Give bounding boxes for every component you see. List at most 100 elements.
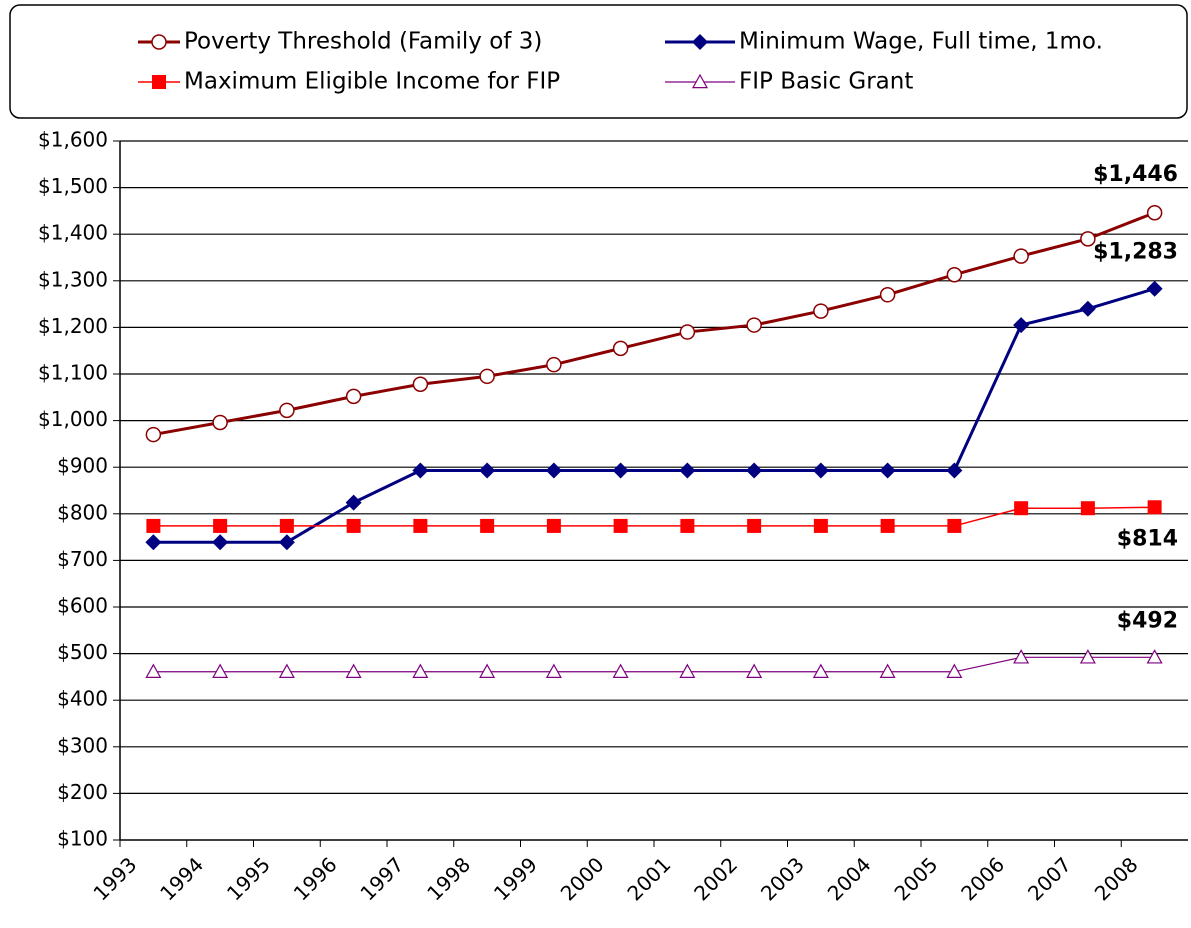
marker (545, 462, 562, 479)
marker (613, 518, 628, 533)
marker (947, 518, 962, 533)
y-tick-label: $900 (57, 454, 108, 478)
marker (146, 518, 161, 533)
x-tick-label: 2005 (889, 852, 942, 905)
marker (412, 462, 429, 479)
marker (813, 518, 828, 533)
marker (612, 340, 629, 357)
marker (152, 75, 166, 89)
marker (480, 518, 495, 533)
marker (1079, 300, 1096, 317)
x-tick-label: 1999 (489, 852, 542, 905)
y-tick-label: $500 (57, 640, 108, 664)
marker (1079, 649, 1096, 664)
marker (479, 368, 495, 385)
legend-box (9, 4, 1188, 119)
y-tick-label: $800 (57, 500, 108, 524)
y-tick-label: $700 (57, 547, 108, 571)
marker (1013, 248, 1029, 264)
y-tick-label: $1,100 (38, 361, 108, 385)
y-tick-label: $600 (57, 594, 108, 618)
marker (279, 402, 295, 419)
marker (1014, 501, 1029, 516)
marker (946, 663, 963, 678)
marker (880, 518, 895, 533)
marker (879, 663, 896, 678)
x-tick-label: 2004 (823, 852, 876, 905)
marker (413, 518, 428, 533)
marker (692, 34, 708, 50)
x-tick-label: 2000 (556, 852, 609, 905)
marker (679, 663, 696, 678)
y-tick-label: $1,400 (38, 221, 108, 245)
marker (412, 376, 429, 393)
marker (1146, 649, 1163, 664)
x-tick-label: 1995 (222, 852, 275, 905)
x-tick-label: 2007 (1023, 852, 1076, 905)
marker (546, 518, 561, 533)
marker (946, 462, 963, 479)
marker (747, 518, 762, 533)
marker (151, 34, 167, 50)
y-tick-label: $400 (57, 687, 108, 711)
x-tick-label: 2002 (689, 852, 742, 905)
data-label: $1,283 (1093, 240, 1178, 265)
legend-label: FIP Basic Grant (739, 69, 913, 95)
marker (145, 534, 162, 551)
marker (278, 534, 295, 551)
y-tick-label: $100 (57, 827, 108, 851)
marker (212, 414, 228, 431)
legend-label: Minimum Wage, Full time, 1mo. (739, 29, 1103, 55)
x-tick-label: 2003 (756, 852, 809, 905)
marker (279, 518, 294, 533)
x-tick-label: 1994 (155, 852, 208, 905)
marker (1080, 231, 1096, 247)
marker (679, 462, 696, 479)
legend-label: Maximum Eligible Income for FIP (184, 69, 560, 95)
marker (746, 462, 763, 479)
marker (412, 663, 429, 678)
marker (679, 324, 696, 340)
marker (946, 266, 963, 283)
marker (212, 534, 229, 551)
series-line (153, 211, 1156, 437)
x-tick-label: 2008 (1090, 852, 1143, 905)
marker (680, 518, 695, 533)
series-line (153, 506, 1155, 527)
y-tick-label: $200 (57, 780, 108, 804)
x-tick-label: 1997 (355, 852, 408, 905)
marker (879, 462, 896, 479)
marker (612, 663, 629, 678)
y-tick-label: $1,500 (38, 174, 108, 198)
marker (746, 317, 762, 333)
y-tick-label: $1,600 (38, 128, 108, 152)
marker (545, 663, 562, 678)
marker (546, 356, 562, 373)
marker (1080, 501, 1095, 516)
x-tick-label: 1993 (88, 852, 141, 905)
y-tick-label: $1,200 (38, 314, 108, 338)
marker (812, 663, 829, 678)
x-tick-label: 2006 (956, 852, 1009, 905)
legend-label: Poverty Threshold (Family of 3) (184, 29, 542, 55)
marker (145, 663, 162, 678)
marker (1013, 317, 1030, 334)
marker (813, 303, 829, 319)
marker (345, 388, 362, 405)
marker (479, 462, 496, 479)
y-tick-label: $300 (57, 733, 108, 757)
y-tick-label: $1,300 (38, 267, 108, 291)
marker (345, 663, 362, 678)
marker (746, 663, 763, 678)
marker (1146, 280, 1163, 297)
x-tick-label: 1998 (422, 852, 475, 905)
marker (1013, 649, 1030, 664)
series-line (153, 287, 1156, 544)
series-line (153, 656, 1155, 673)
marker (879, 287, 896, 303)
x-tick-label: 1996 (289, 852, 342, 905)
marker (213, 518, 228, 533)
data-label: $814 (1117, 526, 1178, 551)
data-label: $1,446 (1093, 162, 1178, 187)
